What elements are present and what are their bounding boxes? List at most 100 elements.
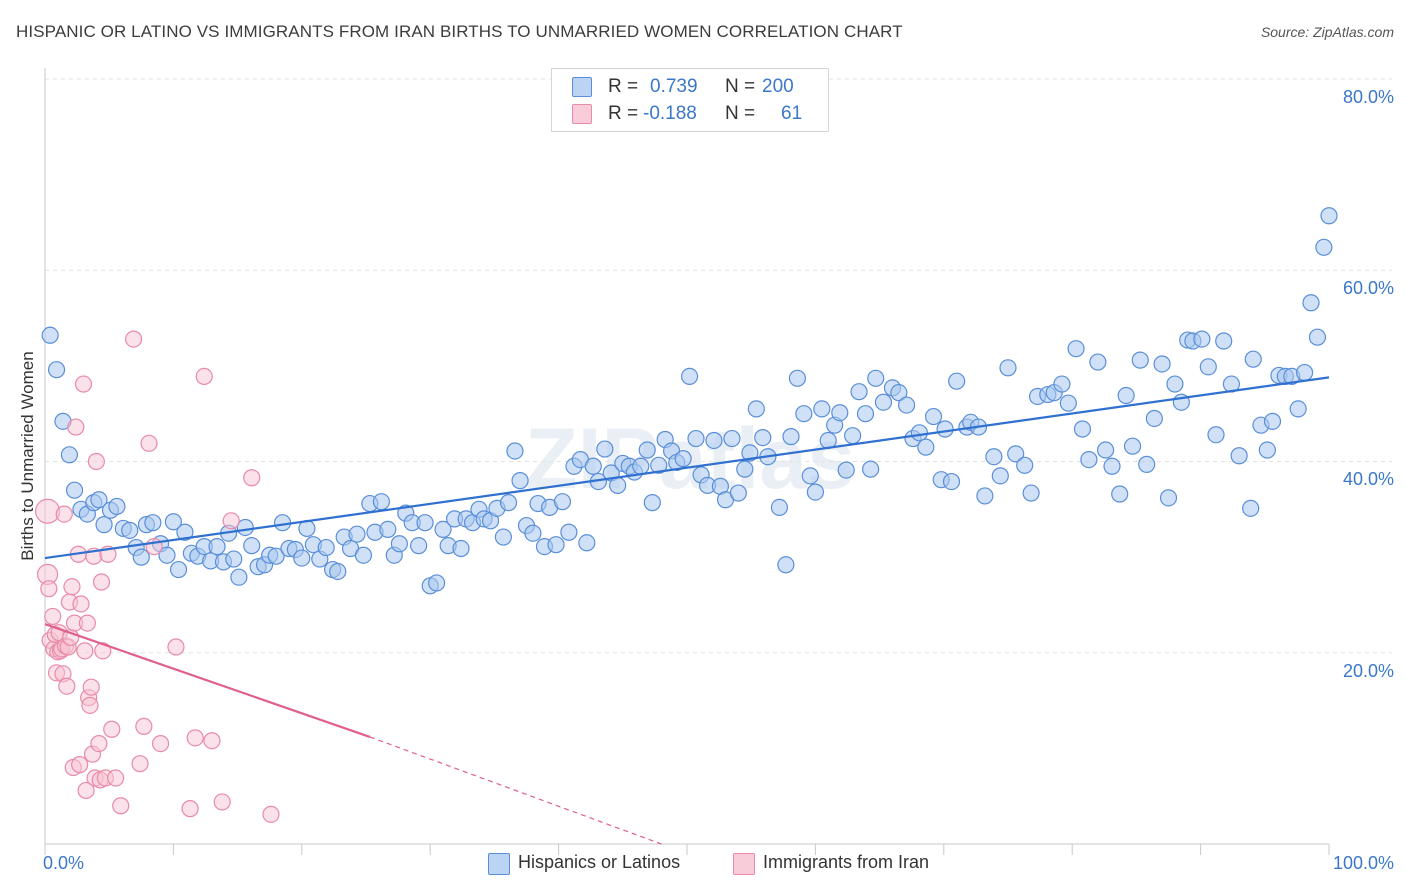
data-point-hispanics [108,497,126,516]
data-point-hispanics [687,429,705,448]
data-point-hispanics [164,513,182,531]
data-point-hispanics [680,367,699,385]
data-point-hispanics [230,568,248,586]
data-point-hispanics [65,481,84,499]
data-point-hispanics [1145,409,1163,428]
trendline-iran-extension [369,736,662,845]
data-point-hispanics [434,520,452,538]
data-point-hispanics [41,326,59,344]
data-point-hispanics [1302,294,1320,312]
data-point-hispanics [273,514,292,532]
data-point-iran [186,729,204,747]
legend-n-label: N = [725,76,756,97]
correlation-legend: R = 0.739 N = 200 R = -0.188 N = 61 [551,68,829,132]
data-point-hispanics [862,460,880,478]
data-point-iran [58,677,76,695]
data-point-hispanics [1007,445,1025,463]
data-point-iran [107,769,125,787]
data-point-hispanics [158,546,176,564]
data-point-hispanics [897,396,916,414]
data-point-iran [77,781,95,800]
data-point-hispanics [890,384,908,402]
data-point-iran [203,732,221,750]
data-point-hispanics [547,536,565,554]
data-point-hispanics [90,491,108,509]
data-point-hispanics [511,472,529,490]
data-point-hispanics [1022,484,1040,502]
data-point-hispanics [1080,450,1098,469]
y-tick-label: 60.0% [1342,278,1394,298]
data-point-iran [81,696,99,714]
data-point-hispanics [813,400,831,418]
legend-n-value: 61 [781,103,803,124]
data-point-hispanics [176,523,194,541]
data-point-hispanics [723,429,741,448]
data-point-iran [78,614,96,632]
data-point-iran [71,756,89,774]
data-point-hispanics [1215,332,1233,350]
data-point-hispanics [729,484,747,502]
legend-r-value: -0.188 [643,103,697,124]
legend-swatch-pink [572,104,592,124]
data-point-iran [44,607,62,626]
bottom-legend-label: Immigrants from Iran [763,852,930,872]
data-point-hispanics [942,472,961,491]
data-point-hispanics [850,383,868,401]
data-point-hispanics [632,457,650,475]
legend-r-label: R = [608,76,639,97]
data-point-hispanics [991,467,1009,485]
data-point-hispanics [1199,358,1217,376]
data-point-iran [72,595,90,613]
data-point-iran [87,452,105,471]
data-point-hispanics [999,359,1017,377]
data-point-hispanics [1242,499,1260,517]
data-point-hispanics [132,548,150,566]
data-point-iran [213,793,231,811]
data-point-iran [181,800,199,818]
data-point-hispanics [1263,412,1282,430]
y-tick-label: 20.0% [1342,661,1394,681]
data-point-hispanics [1016,456,1034,474]
data-point-hispanics [379,520,397,538]
data-point-hispanics [578,534,596,552]
data-point-hispanics [169,560,188,579]
data-point-hispanics [609,476,627,495]
data-point-hispanics [354,546,373,564]
data-point-iran [94,642,112,660]
data-point-iran [151,734,170,753]
x-tick-label-min: 0.0% [43,853,85,873]
data-point-hispanics [1053,375,1071,393]
data-point-hispanics [208,538,226,556]
x-tick-label-max: 100.0% [1332,853,1394,873]
data-point-iran [55,505,73,523]
data-point-hispanics [348,525,366,543]
data-point-hispanics [1153,355,1171,373]
data-point-hispanics [705,431,723,450]
data-point-hispanics [1096,441,1115,459]
data-point-hispanics [584,457,602,475]
data-point-hispanics [788,369,807,387]
data-point-hispanics [121,521,139,539]
data-point-hispanics [985,448,1003,466]
data-point-hispanics [770,498,789,516]
trendline-hispanics [44,376,1330,560]
data-point-hispanics [1230,447,1248,465]
data-point-iran [112,797,130,815]
data-point-hispanics [917,438,935,456]
data-point-hispanics [494,528,512,546]
data-point-iran [140,434,158,452]
legend-swatch-blue [572,77,592,97]
data-point-iran [103,720,121,738]
data-point-hispanics [1131,351,1149,369]
data-point-hispanics [741,444,759,462]
data-point-hispanics [1159,489,1178,507]
y-tick-label: 40.0% [1342,469,1394,489]
data-point-hispanics [948,372,966,390]
data-point-hispanics [524,524,542,542]
data-point-hispanics [1258,441,1276,459]
source-label: Source: ZipAtlas.com [1260,24,1394,40]
data-point-iran [135,717,153,735]
data-point-hispanics [553,493,572,511]
data-point-hispanics [499,494,518,512]
